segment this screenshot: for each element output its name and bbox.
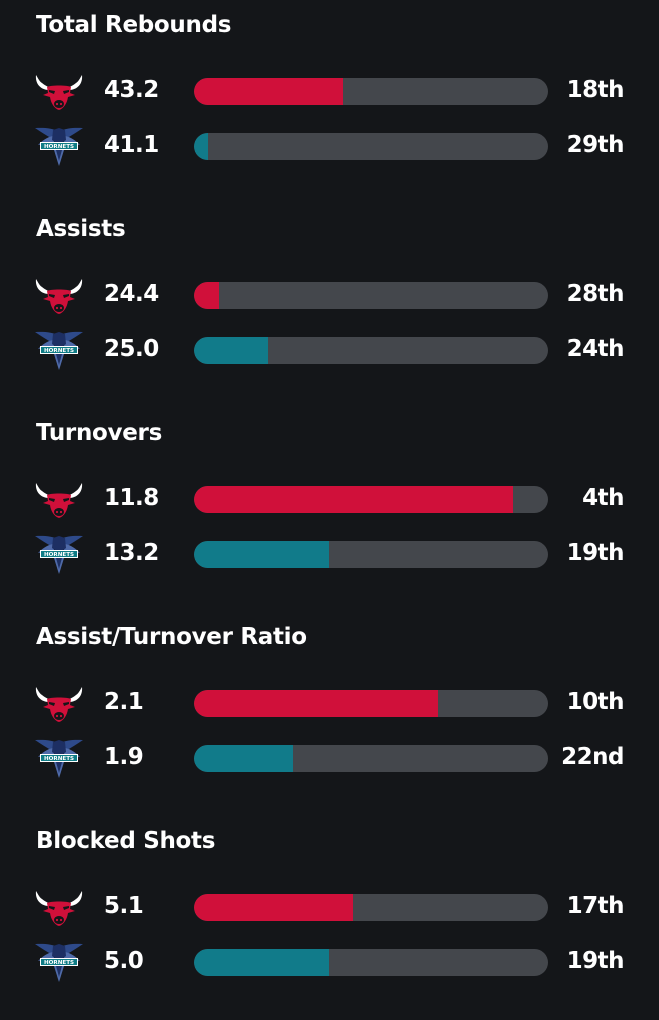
rank-bar: [194, 745, 548, 772]
team-row-hornets: HORNETS 5.0 19th: [0, 942, 659, 982]
stat-value: 1.9: [104, 744, 144, 770]
rank-bar: [194, 337, 548, 364]
rank-bar-fill: [194, 745, 294, 772]
team-row-hornets: HORNETS 1.9 22nd: [0, 738, 659, 778]
stat-section-blocked-shots: Blocked Shots 5.1 17th HORNETS 5.0 19th: [0, 816, 659, 1020]
rank-bar-fill: [194, 949, 329, 976]
stat-value: 5.1: [104, 893, 144, 919]
rank-bar-fill: [194, 337, 269, 364]
league-rank: 4th: [582, 485, 624, 511]
svg-text:HORNETS: HORNETS: [44, 348, 74, 354]
rank-bar-fill: [194, 133, 209, 160]
stat-value: 2.1: [104, 689, 144, 715]
stat-title: Assists: [36, 216, 126, 242]
league-rank: 24th: [566, 336, 625, 362]
stat-value: 43.2: [104, 77, 159, 103]
rank-bar: [194, 949, 548, 976]
team-row-bulls: 43.2 18th: [0, 71, 659, 111]
league-rank: 10th: [566, 689, 625, 715]
bulls-logo-icon: [33, 479, 85, 519]
rank-bar: [194, 282, 548, 309]
team-row-bulls: 11.8 4th: [0, 479, 659, 519]
league-rank: 29th: [566, 132, 625, 158]
stat-title: Assist/Turnover Ratio: [36, 624, 307, 650]
hornets-logo-icon: HORNETS: [33, 330, 85, 370]
rank-bar-fill: [194, 282, 219, 309]
league-rank: 17th: [566, 893, 625, 919]
stat-title: Turnovers: [36, 420, 162, 446]
svg-text:HORNETS: HORNETS: [44, 756, 74, 762]
stat-title: Total Rebounds: [36, 12, 232, 38]
rank-bar: [194, 541, 548, 568]
rank-bar: [194, 486, 548, 513]
rank-bar: [194, 894, 548, 921]
rank-bar-fill: [194, 78, 343, 105]
svg-text:HORNETS: HORNETS: [44, 960, 74, 966]
rank-bar-fill: [194, 541, 329, 568]
stat-value: 24.4: [104, 281, 159, 307]
league-rank: 19th: [566, 540, 625, 566]
team-row-bulls: 24.4 28th: [0, 275, 659, 315]
stat-title: Blocked Shots: [36, 828, 216, 854]
hornets-logo-icon: HORNETS: [33, 534, 85, 574]
stat-section-assists: Assists 24.4 28th HORNETS 25.0 24th: [0, 204, 659, 408]
team-row-bulls: 2.1 10th: [0, 683, 659, 723]
league-rank: 28th: [566, 281, 625, 307]
rank-bar-fill: [194, 690, 439, 717]
hornets-logo-icon: HORNETS: [33, 738, 85, 778]
bulls-logo-icon: [33, 887, 85, 927]
rank-bar: [194, 78, 548, 105]
stat-section-total-rebounds: Total Rebounds 43.2 18th HORNETS 41.1 29…: [0, 0, 659, 204]
stat-section-assist-turnover-ratio: Assist/Turnover Ratio 2.1 10th HORNETS 1…: [0, 612, 659, 816]
league-rank: 22nd: [561, 744, 624, 770]
stat-value: 5.0: [104, 948, 144, 974]
team-row-bulls: 5.1 17th: [0, 887, 659, 927]
bulls-logo-icon: [33, 683, 85, 723]
svg-text:HORNETS: HORNETS: [44, 552, 74, 558]
stat-value: 13.2: [104, 540, 159, 566]
bulls-logo-icon: [33, 275, 85, 315]
team-row-hornets: HORNETS 25.0 24th: [0, 330, 659, 370]
hornets-logo-icon: HORNETS: [33, 942, 85, 982]
stat-value: 41.1: [104, 132, 159, 158]
hornets-logo-icon: HORNETS: [33, 126, 85, 166]
stat-value: 11.8: [104, 485, 159, 511]
rank-bar: [194, 133, 548, 160]
stat-value: 25.0: [104, 336, 159, 362]
svg-text:HORNETS: HORNETS: [44, 144, 74, 150]
rank-bar-fill: [194, 486, 513, 513]
stat-section-turnovers: Turnovers 11.8 4th HORNETS 13.2 19th: [0, 408, 659, 612]
rank-bar-fill: [194, 894, 354, 921]
bulls-logo-icon: [33, 71, 85, 111]
team-row-hornets: HORNETS 41.1 29th: [0, 126, 659, 166]
league-rank: 18th: [566, 77, 625, 103]
team-row-hornets: HORNETS 13.2 19th: [0, 534, 659, 574]
rank-bar: [194, 690, 548, 717]
league-rank: 19th: [566, 948, 625, 974]
